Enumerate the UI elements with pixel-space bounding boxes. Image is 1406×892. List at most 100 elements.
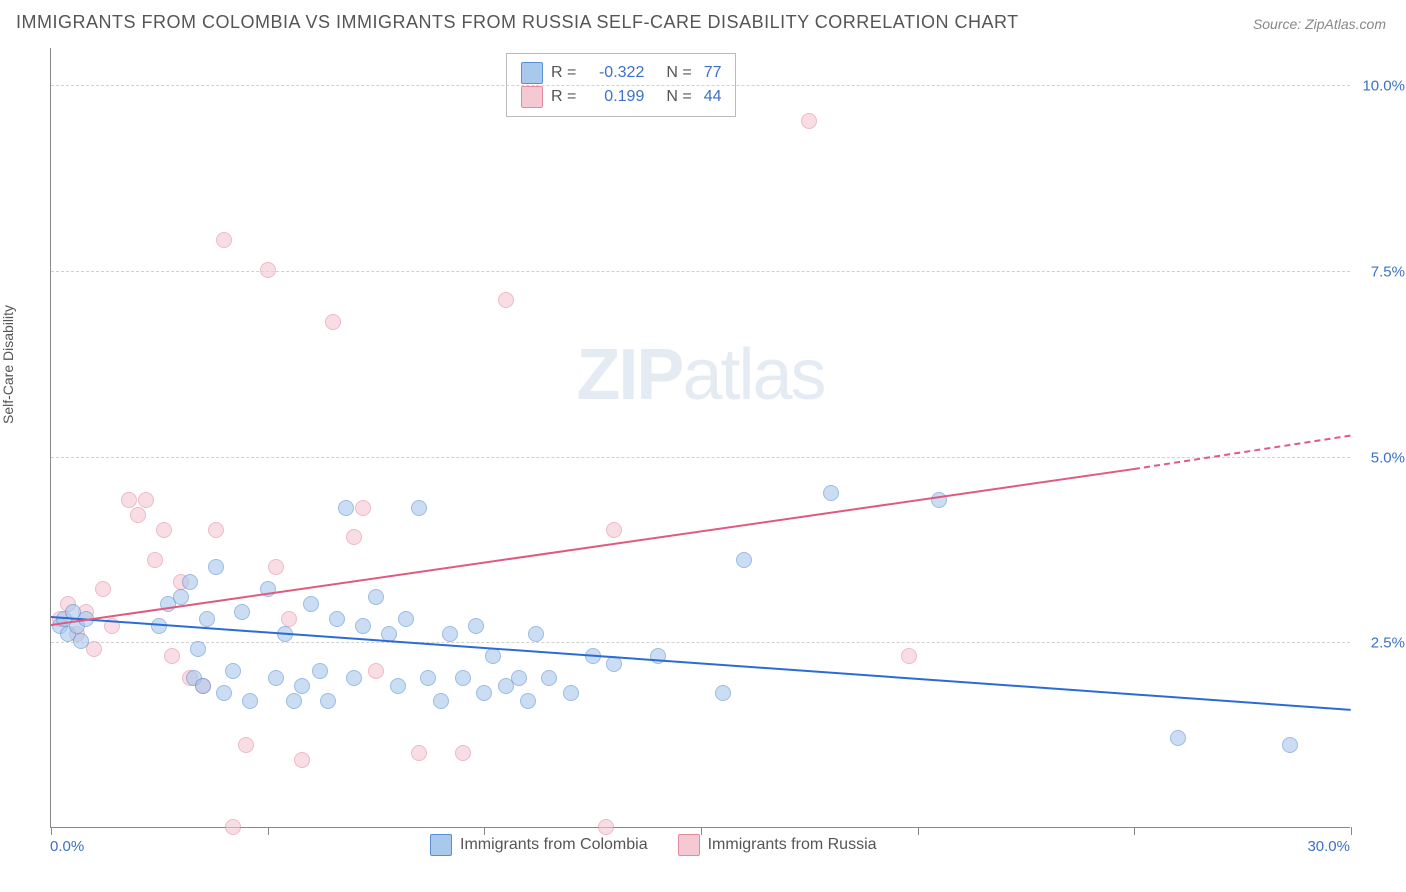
series-legend-item: Immigrants from Russia	[678, 834, 877, 856]
legend-n-label: N =	[666, 88, 691, 106]
data-point-russia	[281, 611, 297, 627]
data-point-colombia	[355, 618, 371, 634]
data-point-russia	[801, 113, 817, 129]
x-tick	[51, 827, 52, 835]
series-legend: Immigrants from Colombia Immigrants from …	[430, 834, 877, 856]
gridline: 2.5%	[51, 642, 1350, 643]
data-point-russia	[606, 522, 622, 538]
data-point-colombia	[234, 604, 250, 620]
legend-n-value: 44	[704, 88, 722, 106]
gridline: 10.0%	[51, 85, 1350, 86]
legend-row: R =-0.322N =77	[521, 62, 721, 84]
data-point-colombia	[520, 693, 536, 709]
legend-swatch-pink	[678, 834, 700, 856]
data-point-colombia	[1170, 730, 1186, 746]
data-point-russia	[164, 648, 180, 664]
data-point-colombia	[468, 618, 484, 634]
data-point-colombia	[368, 589, 384, 605]
legend-swatch-pink	[521, 86, 543, 108]
x-tick	[1134, 827, 1135, 835]
data-point-colombia	[411, 500, 427, 516]
legend-row: R = 0.199 N = 44	[521, 86, 721, 108]
data-point-colombia	[303, 596, 319, 612]
data-point-colombia	[286, 693, 302, 709]
data-point-russia	[294, 752, 310, 768]
data-point-russia	[368, 663, 384, 679]
legend-r-label: R =	[551, 64, 576, 82]
data-point-colombia	[242, 693, 258, 709]
series-legend-label: Immigrants from Russia	[708, 836, 877, 854]
legend-swatch-blue	[430, 834, 452, 856]
data-point-russia	[260, 262, 276, 278]
data-point-colombia	[338, 500, 354, 516]
legend-n-value: 77	[704, 64, 722, 82]
data-point-colombia	[216, 685, 232, 701]
data-point-colombia	[420, 670, 436, 686]
legend-n-label: N =	[666, 64, 691, 82]
data-point-colombia	[823, 485, 839, 501]
data-point-colombia	[294, 678, 310, 694]
data-point-colombia	[151, 618, 167, 634]
series-legend-item: Immigrants from Colombia	[430, 834, 648, 856]
data-point-colombia	[190, 641, 206, 657]
x-axis-max-label: 30.0%	[1307, 838, 1350, 855]
data-point-russia	[138, 492, 154, 508]
data-point-colombia	[173, 589, 189, 605]
data-point-russia	[156, 522, 172, 538]
gridline: 7.5%	[51, 271, 1350, 272]
data-point-colombia	[442, 626, 458, 642]
data-point-russia	[598, 819, 614, 835]
plot-area: ZIPatlas R =-0.322N =77R =0.199N =44 2.5…	[50, 48, 1350, 828]
data-point-colombia	[455, 670, 471, 686]
data-point-colombia	[346, 670, 362, 686]
x-tick	[1351, 827, 1352, 835]
data-point-russia	[238, 737, 254, 753]
watermark: ZIPatlas	[576, 334, 824, 416]
data-point-colombia	[563, 685, 579, 701]
data-point-russia	[95, 581, 111, 597]
y-tick-label: 5.0%	[1371, 449, 1405, 466]
source-label: Source: ZipAtlas.com	[1253, 16, 1386, 32]
x-axis-min-label: 0.0%	[50, 838, 84, 855]
data-point-russia	[121, 492, 137, 508]
legend-swatch-blue	[521, 62, 543, 84]
x-tick	[918, 827, 919, 835]
data-point-colombia	[195, 678, 211, 694]
gridline: 5.0%	[51, 457, 1350, 458]
data-point-russia	[208, 522, 224, 538]
data-point-colombia	[433, 693, 449, 709]
x-tick	[268, 827, 269, 835]
data-point-colombia	[73, 633, 89, 649]
data-point-colombia	[320, 693, 336, 709]
data-point-russia	[147, 552, 163, 568]
data-point-russia	[498, 292, 514, 308]
y-axis-label: Self-Care Disability	[0, 305, 16, 424]
data-point-colombia	[390, 678, 406, 694]
y-tick-label: 2.5%	[1371, 635, 1405, 652]
data-point-colombia	[476, 685, 492, 701]
chart-title: IMMIGRANTS FROM COLOMBIA VS IMMIGRANTS F…	[16, 12, 1019, 33]
data-point-colombia	[715, 685, 731, 701]
trendline-russia	[51, 468, 1135, 626]
data-point-colombia	[736, 552, 752, 568]
trendline-russia-dashed	[1134, 434, 1351, 469]
data-point-colombia	[511, 670, 527, 686]
data-point-colombia	[541, 670, 557, 686]
data-point-colombia	[398, 611, 414, 627]
data-point-colombia	[312, 663, 328, 679]
data-point-colombia	[329, 611, 345, 627]
y-tick-label: 7.5%	[1371, 263, 1405, 280]
data-point-russia	[355, 500, 371, 516]
data-point-colombia	[208, 559, 224, 575]
legend-r-value: 0.199	[588, 88, 644, 106]
data-point-russia	[411, 745, 427, 761]
legend-r-label: R =	[551, 88, 576, 106]
data-point-colombia	[199, 611, 215, 627]
data-point-russia	[901, 648, 917, 664]
data-point-russia	[346, 529, 362, 545]
data-point-colombia	[268, 670, 284, 686]
data-point-russia	[268, 559, 284, 575]
y-tick-label: 10.0%	[1362, 78, 1405, 95]
data-point-russia	[225, 819, 241, 835]
data-point-colombia	[225, 663, 241, 679]
